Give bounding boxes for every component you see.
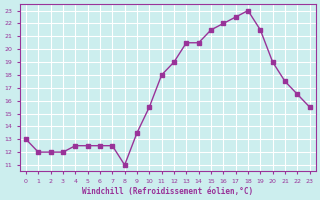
X-axis label: Windchill (Refroidissement éolien,°C): Windchill (Refroidissement éolien,°C) xyxy=(82,187,253,196)
